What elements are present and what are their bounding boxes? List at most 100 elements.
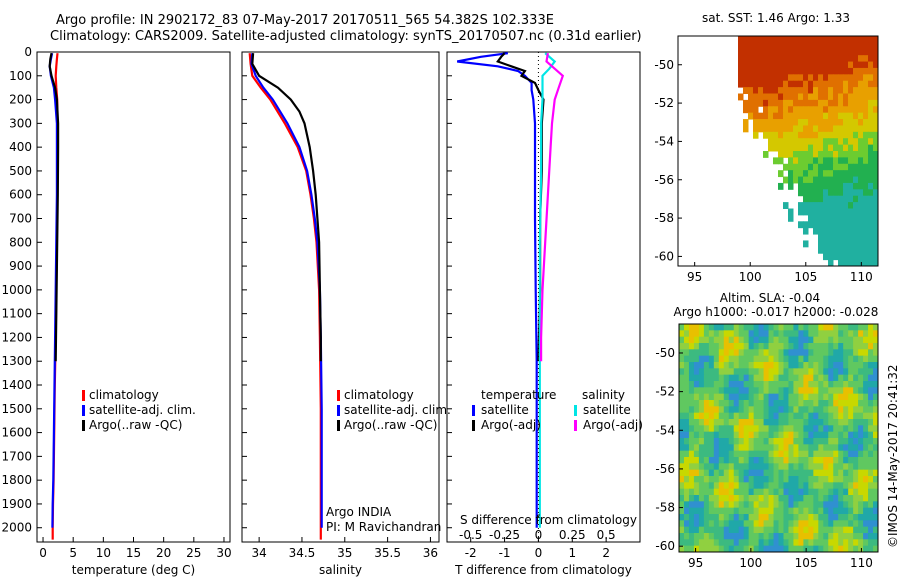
sla_map-cell: [743, 507, 750, 515]
sst_map-cell: [858, 163, 864, 171]
sla_map-cell: [723, 393, 730, 401]
sst_map-cell: [753, 131, 759, 139]
sla_map-cell: [703, 533, 710, 540]
sla_map-cell: [813, 476, 819, 483]
sla_map-cell: [818, 343, 824, 350]
sla_map-cell: [858, 406, 864, 414]
sst_map-cell: [803, 227, 809, 235]
sst_map-cell: [833, 74, 839, 82]
sla_map-cell: [868, 476, 874, 483]
sla_map-cell: [713, 406, 720, 414]
temperature-legend-climatology: climatology: [89, 388, 159, 402]
sla_map-cell: [733, 393, 740, 401]
sla_map-cell: [843, 400, 849, 407]
sla_map-cell: [793, 501, 799, 509]
sst_map-cell: [858, 112, 864, 120]
sst_map-cell: [753, 61, 759, 69]
sla_map-cell: [753, 444, 760, 452]
sla_map-cell: [833, 463, 839, 471]
sla_map-cell: [833, 450, 839, 458]
sst_map-cell: [773, 106, 779, 114]
sla_map-cell: [863, 355, 869, 363]
sla_map-cell: [738, 431, 745, 439]
sla_map-cell: [738, 444, 745, 452]
sla_map-cell: [778, 533, 784, 540]
sst_map-cell: [803, 144, 809, 152]
sla_map-cell: [758, 425, 765, 433]
sla_map-cell: [858, 450, 864, 458]
sla_map-cell: [843, 520, 849, 528]
sst_map-cell: [743, 106, 749, 114]
sla_map-cell: [858, 438, 864, 445]
sla_map-cell: [748, 349, 755, 357]
sla_map-cell: [823, 387, 829, 395]
sla_map-cell: [758, 349, 765, 357]
sst_map-cell: [853, 163, 859, 171]
sla_map-cell: [838, 469, 844, 477]
sla_map-cell: [808, 526, 814, 534]
sst_map-cell: [753, 55, 759, 63]
sst_map-cell: [778, 131, 784, 139]
sla_map-cell: [718, 482, 725, 490]
sst_map-cell: [843, 170, 849, 178]
sla_map-cell: [848, 406, 854, 414]
sla_map-cell: [843, 419, 849, 426]
sla_map-cell: [768, 374, 775, 382]
sla_map-cell: [823, 495, 829, 502]
sla_map-cell: [713, 476, 720, 483]
sla_map-cell: [723, 362, 730, 369]
sla_map-cell: [783, 330, 789, 338]
sst_map-cell: [868, 163, 874, 171]
sla_map-cell: [833, 431, 839, 439]
sst_map-cell: [783, 131, 789, 139]
sst_map-cell: [803, 48, 809, 56]
sla_map-cell: [723, 324, 730, 331]
sla_map-cell: [783, 355, 789, 363]
sst_map-cell: [868, 208, 874, 216]
sst_map-cell: [838, 119, 844, 126]
sla_map-cell: [868, 406, 874, 414]
sla_map-cell: [738, 419, 745, 426]
sst_map-cell: [828, 221, 834, 229]
sla_map-cell: [679, 457, 685, 464]
sla_map-cell: [728, 406, 735, 414]
sla_map-cell: [788, 419, 794, 426]
sla_map-cell: [753, 343, 760, 350]
sla_map-cell: [698, 387, 705, 395]
sla_map-cell: [853, 425, 859, 433]
sst_map-cell: [863, 131, 869, 139]
sla_map-cell: [838, 412, 844, 420]
sla_map-cell: [773, 431, 779, 439]
sla_map-cell: [728, 412, 735, 420]
sla_map-cell: [748, 343, 755, 350]
sla_map-cell: [773, 368, 779, 376]
sla_map-cell: [763, 463, 770, 471]
sla_map-cell: [873, 495, 879, 502]
sst_map-cell: [803, 138, 809, 146]
sla_map-cell: [778, 463, 784, 471]
sla_map-cell: [768, 533, 775, 540]
sst_map-cell: [873, 246, 879, 254]
sst_map-cell: [808, 182, 814, 190]
sst_map-cell: [838, 170, 844, 178]
sst_map-cell: [823, 119, 829, 126]
sst_map-cell: [803, 131, 809, 139]
sla_map-cell: [828, 545, 834, 553]
sst_map-cell: [843, 119, 849, 126]
sla_map-cell: [773, 355, 779, 363]
sst_map-cell: [748, 48, 754, 56]
sla_map-cell: [778, 488, 784, 496]
sla_map-cell: [708, 330, 715, 338]
sla_map-cell: [688, 406, 695, 414]
sla_map-cell: [843, 463, 849, 471]
sst_map-cell: [803, 195, 809, 203]
sst_map-cell: [838, 195, 844, 203]
sla_map-cell: [728, 374, 735, 382]
sla_map-cell: [868, 343, 874, 350]
temperature-ytick-label: 1300: [1, 354, 32, 368]
sst_map-cell: [868, 42, 874, 50]
sla_map-cell: [713, 444, 720, 452]
sst_map-cell: [798, 61, 804, 69]
sla_map-cell: [768, 343, 775, 350]
sla_map-cell: [853, 387, 859, 395]
